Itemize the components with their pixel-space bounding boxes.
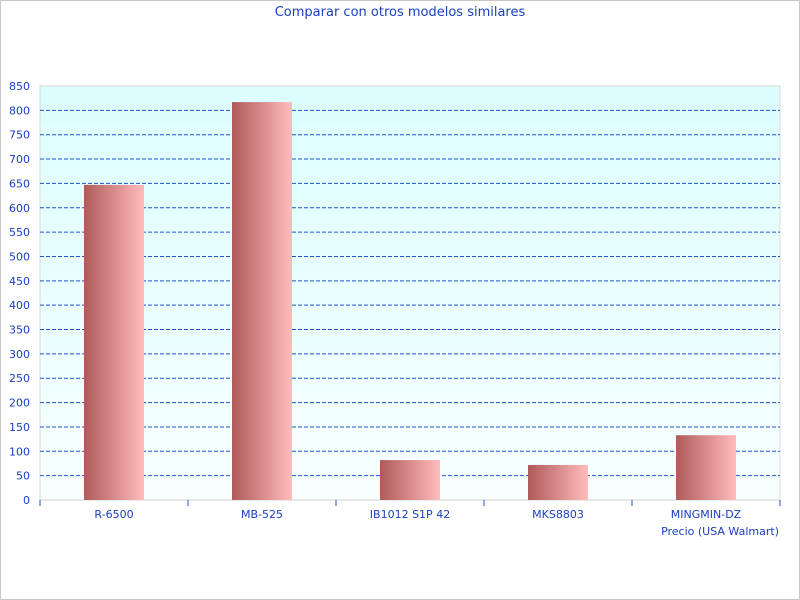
y-tick-label: 500: [9, 250, 30, 263]
plot-area: [39, 85, 781, 501]
bar-r-6500: [84, 184, 144, 501]
y-tick-label: 200: [9, 397, 30, 410]
y-tick-label: 650: [9, 177, 30, 190]
chart-title: Comparar con otros modelos similares: [274, 5, 526, 20]
x-axis-label: Precio (USA Walmart): [661, 525, 779, 538]
x-tick-label: MKS8803: [532, 508, 584, 521]
y-tick-label: 750: [9, 129, 30, 142]
x-tick-label: MB-525: [241, 508, 283, 521]
y-tick-label: 850: [9, 80, 30, 93]
y-tick-label: 450: [9, 275, 30, 288]
bar-ib1012-s1p-42: [380, 460, 440, 500]
y-tick-label: 350: [9, 324, 30, 337]
y-tick-label: 700: [9, 153, 30, 166]
y-tick-label: 800: [9, 104, 30, 117]
y-tick-label: 50: [16, 470, 30, 483]
bar-mb-525: [232, 102, 292, 501]
x-tick-label: R-6500: [94, 508, 133, 521]
y-tick-label: 0: [23, 494, 30, 507]
bar-mks8803: [528, 464, 588, 500]
y-tick-label: 100: [9, 445, 30, 458]
y-tick-label: 250: [9, 372, 30, 385]
y-tick-label: 400: [9, 299, 30, 312]
bar-mingmin-dz: [676, 435, 736, 500]
y-tick-label: 600: [9, 202, 30, 215]
x-tick-label: IB1012 S1P 42: [370, 508, 450, 521]
x-tick-label: MINGMIN-DZ: [671, 508, 742, 521]
y-tick-label: 150: [9, 421, 30, 434]
y-tick-label: 300: [9, 348, 30, 361]
y-tick-label: 550: [9, 226, 30, 239]
